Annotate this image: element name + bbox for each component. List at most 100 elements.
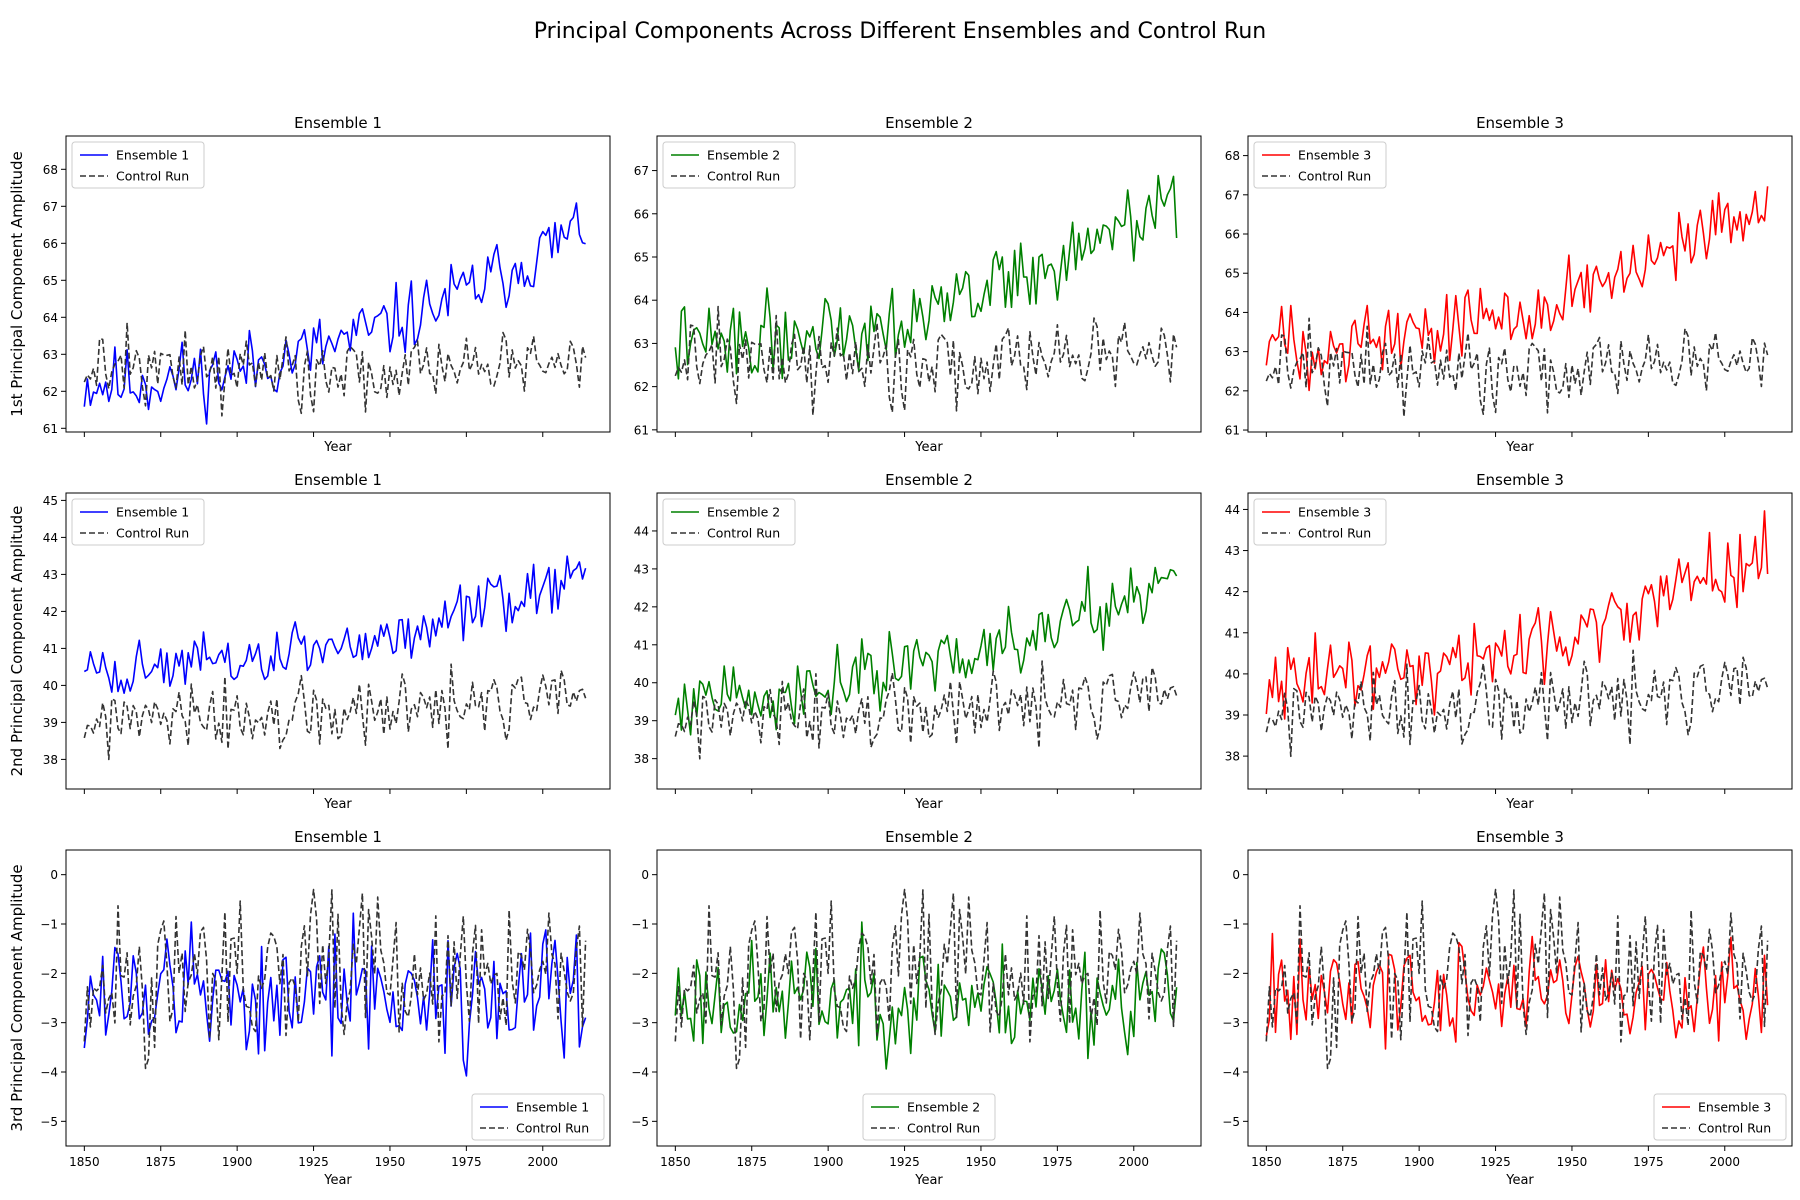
- subplot-r1c1: Ensemble 1 Year 61 62 63 64 65 66 67 68 1st Princi…: [8, 114, 611, 455]
- y-tick-label: 43: [634, 562, 649, 576]
- ensemble-line: [674, 565, 1178, 736]
- series-group: [674, 888, 1178, 1070]
- y-tick-label: 63: [634, 337, 649, 351]
- subplot-r3c2: Ensemble 2 1850 1875 1900 1925 1950 1975 2000 Ye…: [631, 828, 1202, 1188]
- y-tick-label: −5: [1222, 1115, 1240, 1129]
- legend-label: Ensemble 3: [1298, 148, 1371, 163]
- y-tick-label: −3: [1222, 1016, 1240, 1030]
- subplot-title: Ensemble 2: [885, 471, 973, 489]
- control-run-line: [83, 322, 587, 417]
- y-tick-label: 62: [634, 380, 649, 394]
- y-tick-label: 67: [43, 200, 58, 214]
- axes-frame: [656, 492, 1202, 790]
- y-tick-label: 38: [43, 753, 58, 767]
- y-tick-label: −3: [631, 1016, 649, 1030]
- control-run-line: [1265, 888, 1769, 1070]
- y-tick-label: 42: [1225, 585, 1240, 599]
- x-axis-label: Year: [1505, 1173, 1534, 1188]
- y-tick-label: 42: [43, 605, 58, 619]
- legend-label: Control Run: [1698, 1121, 1771, 1136]
- y-tick-label: −5: [631, 1115, 649, 1129]
- x-axis-label: Year: [323, 797, 352, 812]
- y-tick-label: 67: [1225, 188, 1240, 202]
- y-tick-label: 41: [634, 638, 649, 652]
- y-tick-label: −4: [40, 1066, 58, 1080]
- axes-frame: [65, 135, 611, 433]
- x-tick-label: 1925: [298, 1155, 329, 1169]
- y-tick-label: 40: [43, 679, 58, 693]
- ensemble-line: [674, 174, 1178, 380]
- x-tick-label: 1850: [1251, 1155, 1282, 1169]
- ensemble-line: [83, 912, 587, 1077]
- axes-frame: [656, 849, 1202, 1147]
- legend-label: Ensemble 2: [707, 148, 780, 163]
- x-tick-label: 1900: [1404, 1155, 1435, 1169]
- legend-label: Ensemble 2: [907, 1100, 980, 1115]
- ensemble-line: [83, 202, 586, 425]
- y-tick-label: 65: [634, 250, 649, 264]
- y-tick-label: −2: [631, 967, 649, 981]
- y-tick-label: 39: [1225, 709, 1240, 723]
- x-axis-label: Year: [1505, 440, 1534, 455]
- legend-box: [1253, 141, 1387, 189]
- ensemble-line: [1265, 510, 1769, 720]
- x-tick-label: 1950: [966, 1155, 997, 1169]
- legend-label: Ensemble 1: [516, 1100, 589, 1115]
- subplot-r2c2: Ensemble 2 Year 38 39 40 41 42 43 44 Ensemble 2 Co…: [634, 471, 1202, 812]
- y-tick-label: −1: [40, 918, 58, 932]
- legend-box: [71, 498, 205, 546]
- y-tick-label: 0: [641, 868, 649, 882]
- subplot-title: Ensemble 3: [1476, 114, 1564, 132]
- y-tick-label: −2: [1222, 967, 1240, 981]
- legend-label: Ensemble 1: [116, 505, 189, 520]
- legend-label: Ensemble 2: [707, 505, 780, 520]
- x-tick-label: 1875: [1327, 1155, 1358, 1169]
- x-axis-label: Year: [914, 1173, 943, 1188]
- y-tick-label: 45: [43, 494, 58, 508]
- y-tick-label: 65: [1225, 267, 1240, 281]
- y-tick-label: 44: [634, 524, 649, 538]
- x-tick-label: 1875: [736, 1155, 767, 1169]
- legend-box: [862, 1093, 996, 1141]
- axes-frame: [65, 849, 611, 1147]
- legend: Ensemble 2 Control Run: [662, 498, 796, 546]
- x-axis-label: Year: [914, 797, 943, 812]
- control-run-line: [83, 888, 587, 1070]
- y-tick-label: 39: [43, 716, 58, 730]
- y-tick-label: −5: [40, 1115, 58, 1129]
- y-tick-label: 63: [1225, 345, 1240, 359]
- legend-box: [662, 498, 796, 546]
- x-tick-label: 1850: [660, 1155, 691, 1169]
- series-group: [1265, 510, 1769, 758]
- series-group: [1265, 186, 1769, 418]
- ensemble-line: [83, 555, 587, 694]
- x-axis-label: Year: [323, 1173, 352, 1188]
- y-tick-label: 66: [634, 207, 649, 221]
- y-tick-label: 62: [43, 385, 58, 399]
- x-axis-label: Year: [1505, 797, 1534, 812]
- subplot-title: Ensemble 2: [885, 828, 973, 846]
- legend-label: Ensemble 3: [1298, 505, 1371, 520]
- x-tick-label: 2000: [1709, 1155, 1740, 1169]
- x-tick-label: 1925: [889, 1155, 920, 1169]
- control-run-line: [1265, 649, 1769, 758]
- y-tick-label: 62: [1225, 384, 1240, 398]
- legend-label: Control Run: [707, 169, 780, 184]
- figure-title: Principal Components Across Different En…: [533, 19, 1267, 44]
- series-group: [83, 202, 587, 425]
- subplot-title: Ensemble 1: [294, 471, 382, 489]
- y-tick-label: 68: [1225, 149, 1240, 163]
- y-tick-label: 44: [1225, 503, 1240, 517]
- legend-label: Control Run: [516, 1121, 589, 1136]
- y-axis-label: 1st Principal Component Amplitude: [8, 151, 26, 416]
- legend: Ensemble 3 Control Run: [1653, 1093, 1787, 1141]
- subplot-r1c3: Ensemble 3 Year 61 62 63 64 65 66 67 68 Ensemble 3…: [1225, 114, 1793, 455]
- subplot-r2c3: Ensemble 3 Year 38 39 40 41 42 43 44 Ensemble 3 Co…: [1225, 471, 1793, 812]
- subplot-title: Ensemble 3: [1476, 828, 1564, 846]
- legend-label: Control Run: [707, 526, 780, 541]
- x-tick-label: 1975: [1042, 1155, 1073, 1169]
- legend-box: [1653, 1093, 1787, 1141]
- subplot-title: Ensemble 2: [885, 114, 973, 132]
- series-group: [1265, 888, 1769, 1070]
